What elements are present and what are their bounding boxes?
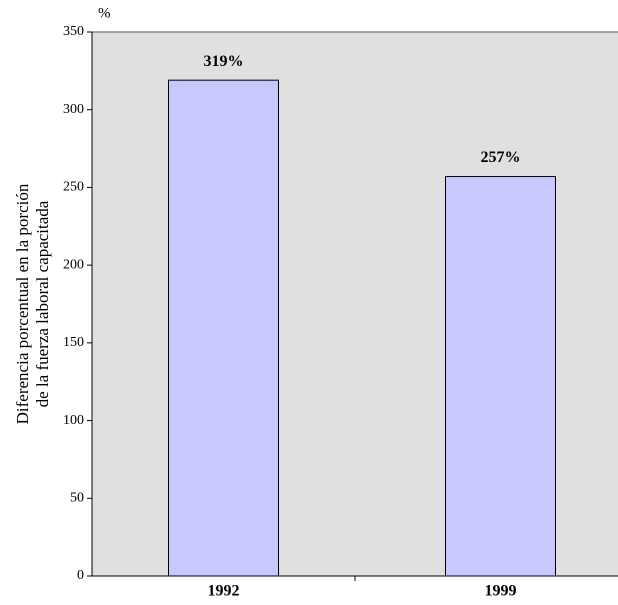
bar [445, 176, 556, 577]
x-tick-label: 1992 [208, 583, 240, 600]
y-tick-label: 200 [63, 257, 84, 272]
value-label: 257% [481, 149, 521, 166]
bar [168, 79, 279, 577]
y-tick-label: 250 [63, 180, 84, 195]
y-tick-label: 350 [63, 24, 84, 39]
y-axis-label: Diferencia porcentual en la porción [13, 183, 32, 424]
y-tick-label: 100 [63, 413, 84, 428]
y-axis-label: de la fuerza laboral capacitada [33, 200, 52, 407]
y-tick-label: 50 [70, 491, 84, 506]
y-unit: % [98, 5, 111, 21]
y-tick-label: 150 [63, 335, 84, 350]
x-tick-label: 1999 [485, 583, 517, 600]
value-label: 319% [204, 53, 244, 70]
y-tick-label: 0 [77, 568, 84, 583]
y-tick-label: 300 [63, 102, 84, 117]
